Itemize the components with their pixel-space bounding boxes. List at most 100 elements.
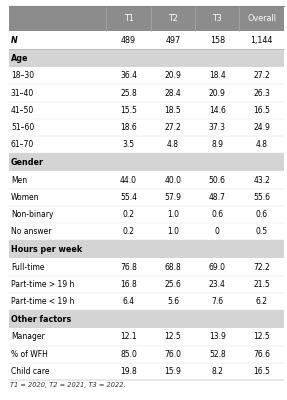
Text: Hours per week: Hours per week [11, 245, 82, 254]
Text: Age: Age [11, 54, 28, 63]
Text: 8.2: 8.2 [212, 367, 223, 376]
Text: 21.5: 21.5 [253, 280, 270, 289]
Text: 61–70: 61–70 [11, 140, 34, 149]
Text: 18.6: 18.6 [120, 123, 137, 132]
Text: Gender: Gender [11, 158, 44, 167]
Text: 0.6: 0.6 [256, 210, 268, 219]
Text: 44.0: 44.0 [120, 176, 137, 184]
Text: 76.8: 76.8 [120, 263, 137, 272]
Text: 52.8: 52.8 [209, 350, 226, 359]
Text: 5.6: 5.6 [167, 297, 179, 306]
Text: 8.9: 8.9 [211, 140, 223, 149]
Bar [9, 293, 284, 310]
Text: 1.0: 1.0 [167, 227, 179, 236]
Text: Other factors: Other factors [11, 315, 71, 324]
Text: 41–50: 41–50 [11, 106, 34, 115]
Text: Women: Women [11, 193, 39, 202]
Text: 24.9: 24.9 [253, 123, 270, 132]
Text: 27.2: 27.2 [164, 123, 181, 132]
Bar [9, 153, 284, 172]
Text: 43.2: 43.2 [253, 176, 270, 184]
Text: T1: T1 [124, 14, 133, 23]
Bar [9, 31, 284, 49]
Text: 55.6: 55.6 [253, 193, 270, 202]
Text: 0.6: 0.6 [211, 210, 223, 219]
Text: Child care: Child care [11, 367, 49, 376]
Text: 4.8: 4.8 [167, 140, 179, 149]
Text: 12.5: 12.5 [164, 332, 181, 342]
Bar [9, 346, 284, 363]
Text: 16.5: 16.5 [253, 106, 270, 115]
Text: 14.6: 14.6 [209, 106, 226, 115]
Text: 16.8: 16.8 [120, 280, 137, 289]
Text: No answer: No answer [11, 227, 51, 236]
Text: 489: 489 [121, 36, 136, 44]
Text: 0.2: 0.2 [123, 210, 135, 219]
Text: % of WFH: % of WFH [11, 350, 48, 359]
Text: 20.9: 20.9 [209, 88, 226, 98]
Text: 85.0: 85.0 [120, 350, 137, 359]
Text: 72.2: 72.2 [253, 263, 270, 272]
Text: 18.5: 18.5 [164, 106, 181, 115]
Bar [9, 102, 284, 119]
Text: 1,144: 1,144 [251, 36, 273, 44]
Text: 25.6: 25.6 [164, 280, 181, 289]
Bar [9, 172, 284, 189]
Bar [9, 276, 284, 293]
Text: Non-binary: Non-binary [11, 210, 53, 219]
Text: 18.4: 18.4 [209, 71, 226, 80]
Bar [9, 49, 284, 67]
Text: 13.9: 13.9 [209, 332, 226, 342]
Text: 27.2: 27.2 [253, 71, 270, 80]
Text: 23.4: 23.4 [209, 280, 226, 289]
Bar [9, 328, 284, 346]
Text: 76.0: 76.0 [164, 350, 181, 359]
Text: 0.2: 0.2 [123, 227, 135, 236]
Text: Overall: Overall [247, 14, 276, 23]
Text: N: N [11, 36, 18, 44]
Text: 55.4: 55.4 [120, 193, 137, 202]
Text: 26.3: 26.3 [253, 88, 270, 98]
Bar [9, 240, 284, 258]
Text: 497: 497 [165, 36, 181, 44]
Bar [9, 310, 284, 328]
Text: 20.9: 20.9 [164, 71, 181, 80]
Text: 48.7: 48.7 [209, 193, 226, 202]
Text: 3.5: 3.5 [123, 140, 135, 149]
Text: 36.4: 36.4 [120, 71, 137, 80]
Text: 51–60: 51–60 [11, 123, 34, 132]
Text: 158: 158 [210, 36, 225, 44]
Text: 76.6: 76.6 [253, 350, 270, 359]
Text: Part-time > 19 h: Part-time > 19 h [11, 280, 74, 289]
Bar [9, 363, 284, 380]
Bar [9, 206, 284, 223]
Text: 18–30: 18–30 [11, 71, 34, 80]
Text: 37.3: 37.3 [209, 123, 226, 132]
Text: Manager: Manager [11, 332, 45, 342]
Text: 19.8: 19.8 [120, 367, 137, 376]
Text: 7.6: 7.6 [211, 297, 223, 306]
Text: Men: Men [11, 176, 27, 184]
Bar [9, 189, 284, 206]
Text: 0.5: 0.5 [256, 227, 268, 236]
Text: 6.4: 6.4 [123, 297, 135, 306]
Text: 69.0: 69.0 [209, 263, 226, 272]
Text: 40.0: 40.0 [164, 176, 181, 184]
Text: 1.0: 1.0 [167, 210, 179, 219]
Text: 15.5: 15.5 [120, 106, 137, 115]
Text: 57.9: 57.9 [164, 193, 181, 202]
Text: 12.1: 12.1 [120, 332, 137, 342]
Bar [9, 223, 284, 240]
Text: 50.6: 50.6 [209, 176, 226, 184]
Bar [9, 136, 284, 153]
Text: 31–40: 31–40 [11, 88, 34, 98]
Text: 15.9: 15.9 [164, 367, 181, 376]
Bar [9, 258, 284, 276]
Text: 0: 0 [215, 227, 220, 236]
Text: 28.4: 28.4 [164, 88, 181, 98]
Bar [9, 6, 284, 31]
Text: 68.8: 68.8 [164, 263, 181, 272]
Text: 4.8: 4.8 [256, 140, 268, 149]
Text: 16.5: 16.5 [253, 367, 270, 376]
Text: T2: T2 [168, 14, 178, 23]
